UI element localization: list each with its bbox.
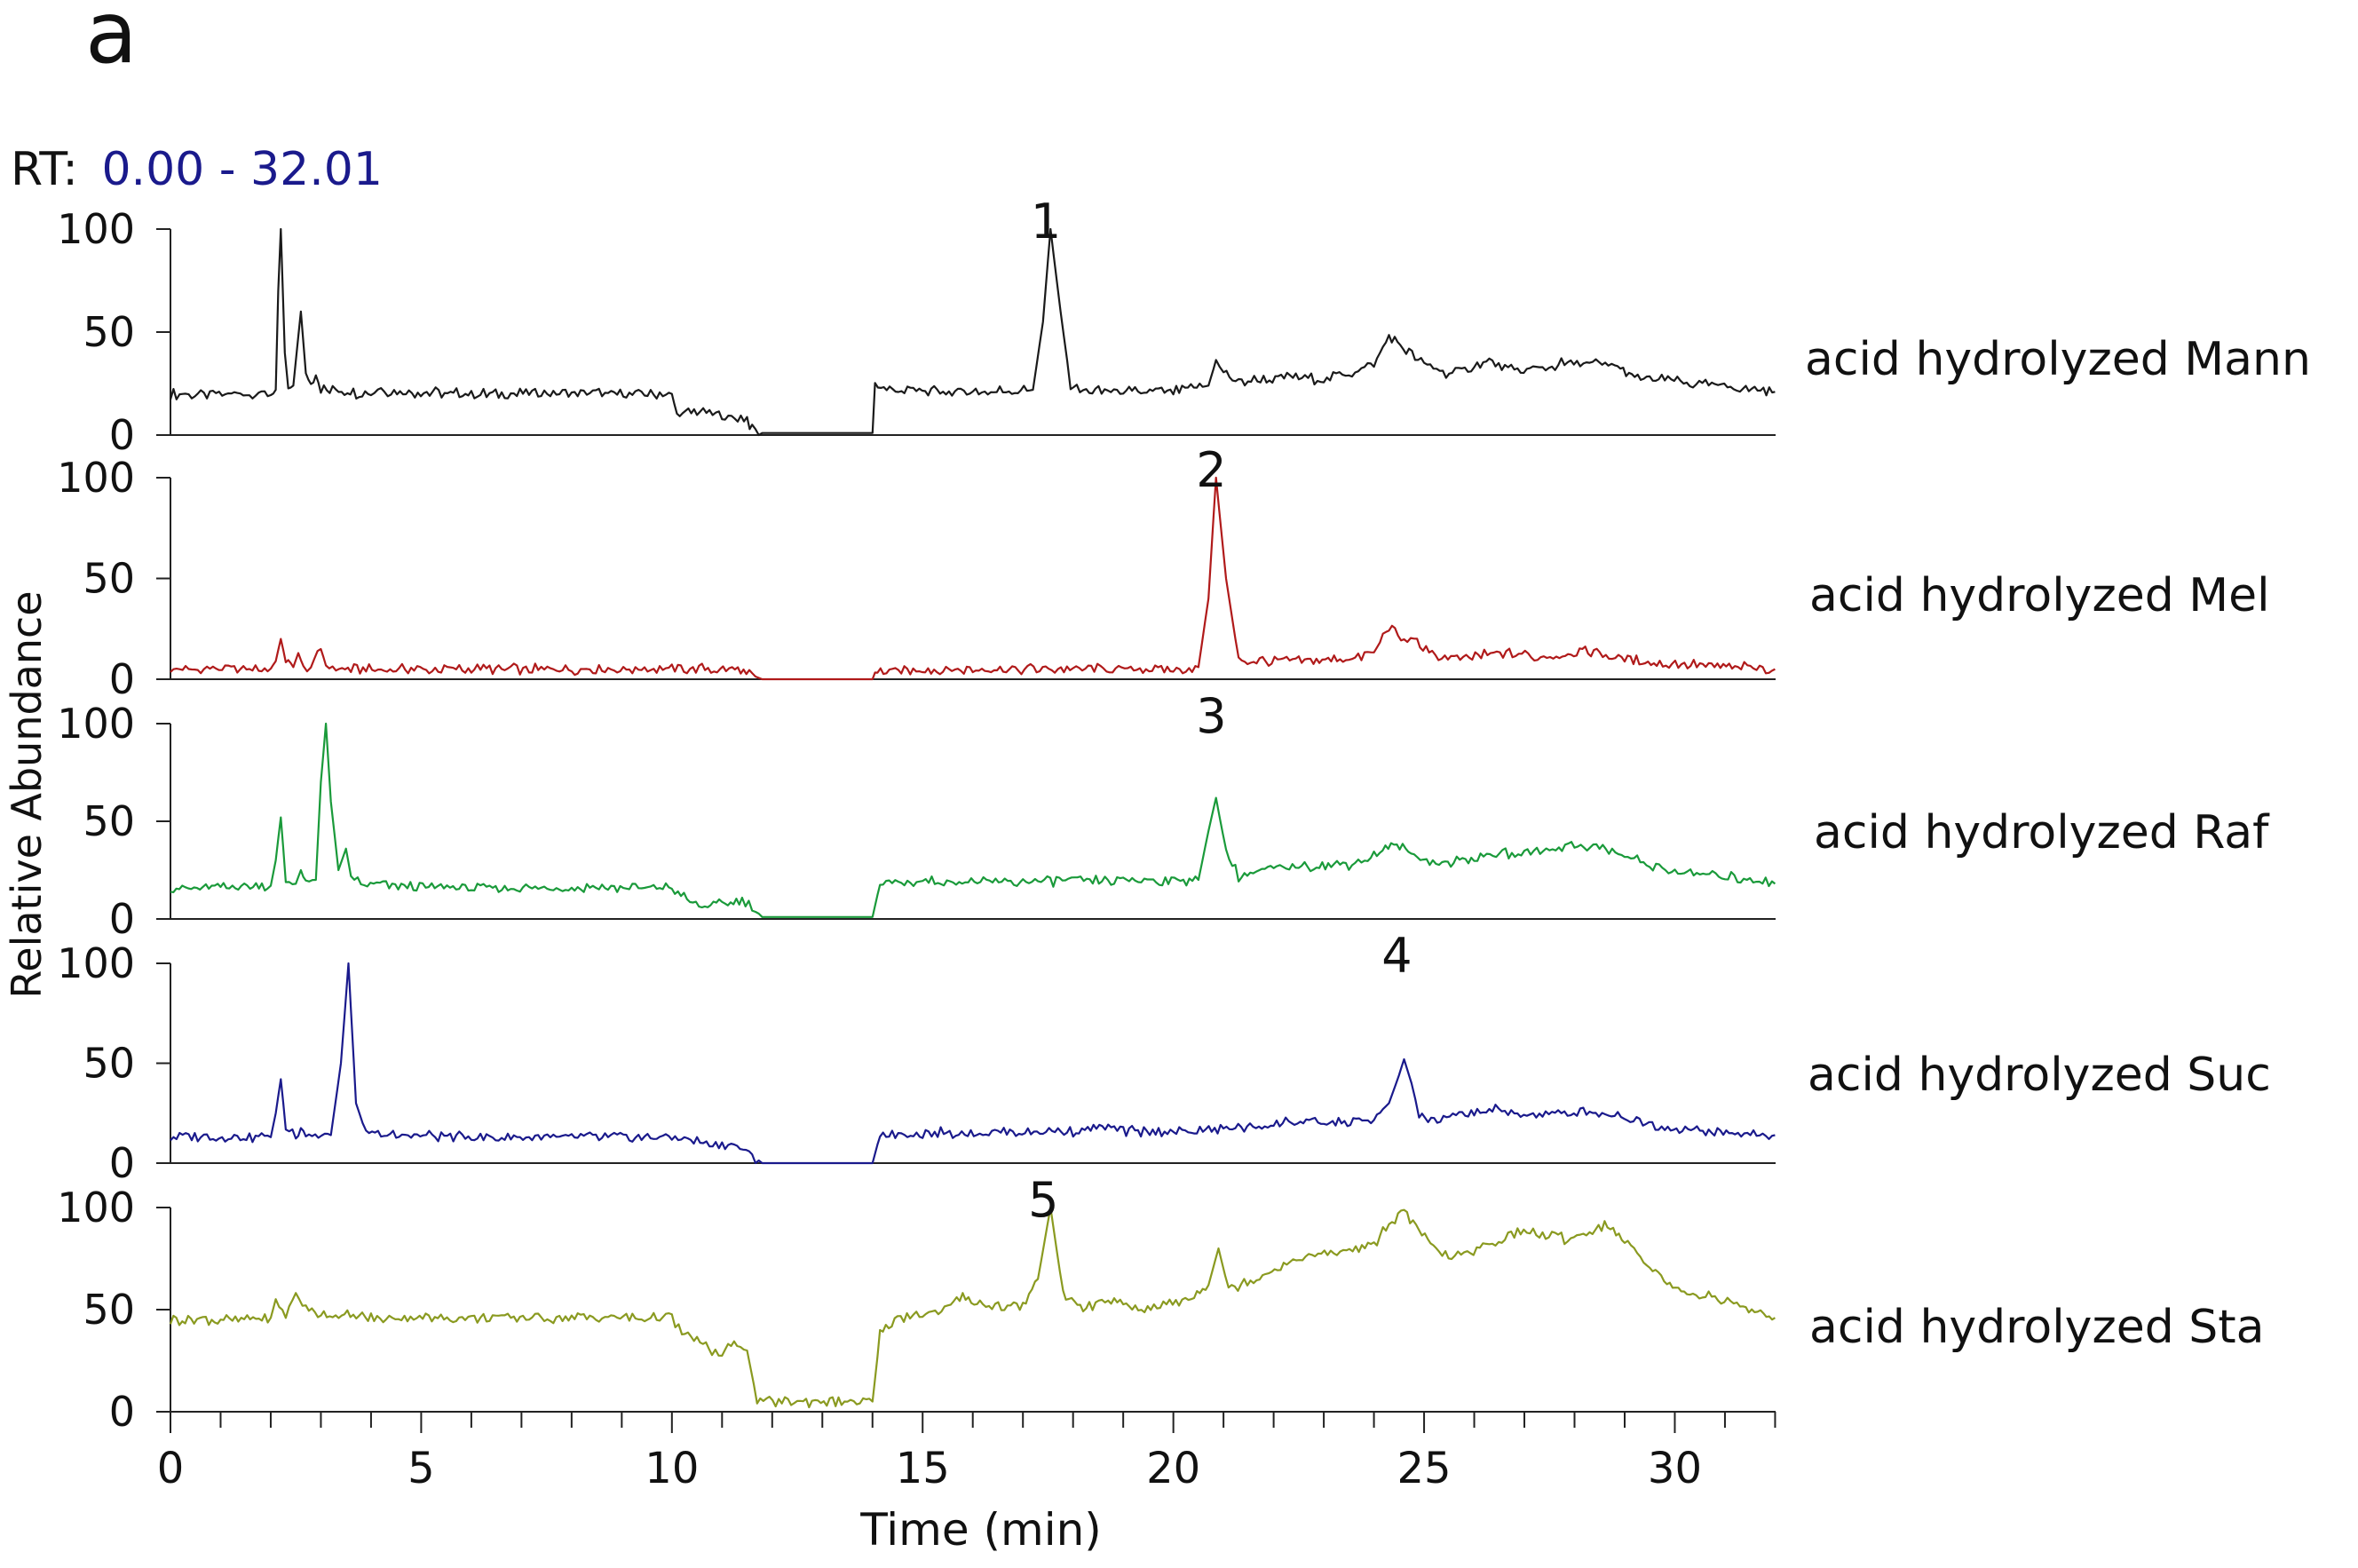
- x-tick-label: 15: [896, 1444, 950, 1493]
- y-tick-label: 100: [57, 454, 135, 502]
- y-tick-label: 0: [109, 411, 135, 459]
- peak-label: 4: [1381, 928, 1412, 984]
- x-tick-label: 25: [1397, 1444, 1452, 1493]
- peak-label: 3: [1196, 688, 1226, 744]
- trace-line: [170, 722, 1776, 918]
- x-tick-label: 30: [1648, 1444, 1702, 1493]
- y-tick-label: 0: [109, 655, 135, 703]
- series-name-label: acid hydrolyzed Sta: [1809, 1301, 2265, 1354]
- rt-range-value: 0.00 - 32.01: [101, 143, 382, 196]
- y-axis-label: Relative Abundance: [3, 590, 51, 998]
- series-name-label: acid hydrolyzed Mel: [1809, 569, 2270, 622]
- trace-panel-3: 0 50 100 3 acid hydrolyzed Raf: [57, 688, 2270, 943]
- series-name-label: acid hydrolyzed Suc: [1808, 1049, 2271, 1102]
- trace-line: [169, 227, 1776, 437]
- y-tick-label: 0: [109, 1388, 135, 1436]
- rt-prefix: RT:: [11, 143, 78, 196]
- x-tick-label: 5: [408, 1444, 435, 1493]
- x-tick-label: 0: [157, 1444, 185, 1493]
- x-axis-label: Time (min): [859, 1504, 1102, 1556]
- trace-line: [170, 962, 1776, 1165]
- y-tick-label: 0: [109, 1139, 135, 1187]
- y-tick-label: 50: [83, 1040, 135, 1088]
- x-axis: 0 5 10 15 20 25 30: [157, 1412, 1776, 1493]
- panel-letter: a: [85, 0, 138, 83]
- trace-line: [169, 1206, 1776, 1409]
- x-tick-label: 10: [645, 1444, 699, 1493]
- series-name-label: acid hydrolyzed Mann: [1805, 333, 2311, 386]
- trace-line: [170, 476, 1776, 681]
- y-tick-label: 50: [83, 555, 135, 603]
- y-tick-label: 100: [57, 700, 135, 748]
- y-tick-label: 100: [57, 1184, 135, 1231]
- y-tick-label: 50: [83, 797, 135, 845]
- rt-range-label: RT: 0.00 - 32.01: [11, 143, 383, 196]
- y-tick-label: 50: [83, 308, 135, 356]
- trace-panel-1: 0 50 100 1 acid hydrolyzed Mann: [57, 194, 2311, 459]
- y-tick-label: 100: [57, 205, 135, 253]
- y-tick-label: 100: [57, 939, 135, 987]
- peak-label: 1: [1031, 194, 1061, 249]
- peak-label: 5: [1028, 1172, 1058, 1228]
- trace-panel-2: 0 50 100 2 acid hydrolyzed Mel: [57, 442, 2269, 703]
- series-name-label: acid hydrolyzed Raf: [1814, 806, 2270, 859]
- peak-label: 2: [1196, 442, 1226, 498]
- y-tick-label: 50: [83, 1286, 135, 1334]
- trace-panel-5: 0 50 100 5 acid hydrolyzed Sta: [57, 1172, 2264, 1436]
- y-tick-label: 0: [109, 895, 135, 943]
- x-tick-label: 20: [1146, 1444, 1200, 1493]
- trace-panel-4: 0 50 100 4 acid hydrolyzed Suc: [57, 928, 2271, 1187]
